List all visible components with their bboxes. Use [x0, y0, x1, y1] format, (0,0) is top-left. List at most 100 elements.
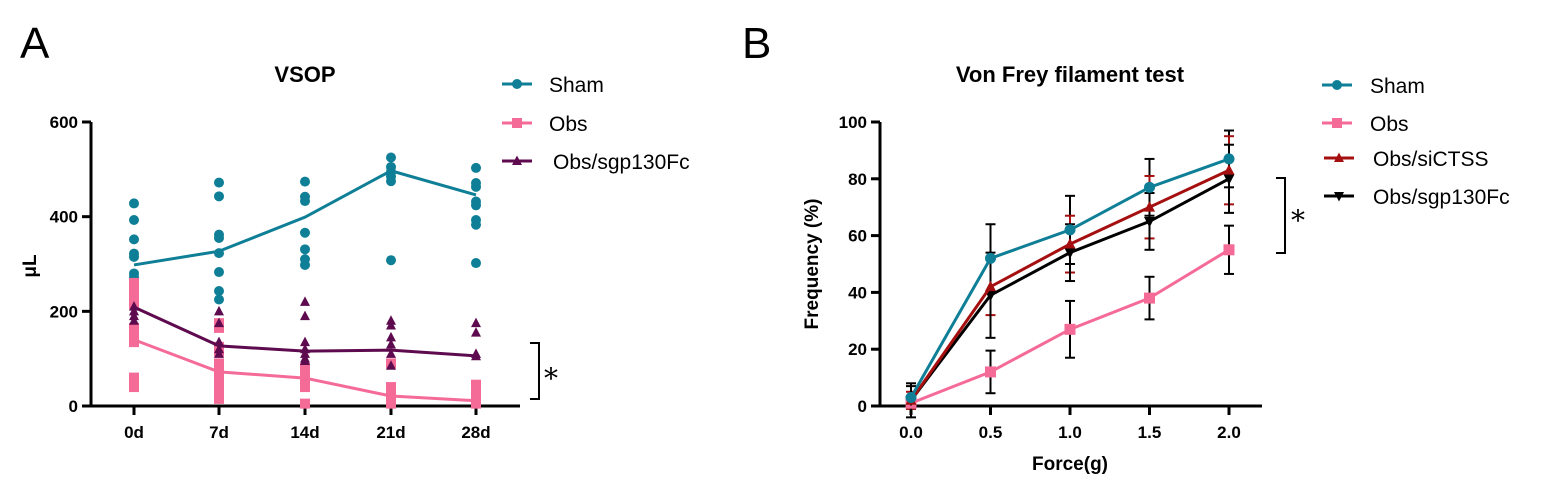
data-point [129, 372, 139, 383]
panel-b-ylabel: Frequency (%) [802, 199, 823, 330]
legend-marker [512, 79, 522, 89]
data-point [386, 176, 396, 187]
panel-a-title: VSOP [274, 62, 335, 87]
data-point [471, 181, 481, 192]
data-point [985, 280, 996, 292]
data-point [300, 296, 310, 306]
panel-b-xtick-label: 1.0 [1058, 423, 1082, 442]
data-point [129, 251, 139, 262]
data-point [214, 393, 224, 404]
legend-item-obs-sictss: Obs/siCTSS [1324, 148, 1489, 171]
data-point [129, 315, 139, 325]
legend-marker [512, 118, 522, 128]
data-point [471, 327, 481, 337]
data-point [471, 398, 481, 409]
panel-a-xtick-label: 14d [290, 423, 319, 442]
data-point [300, 244, 310, 255]
data-point [300, 196, 310, 207]
legend-marker [1334, 152, 1344, 162]
data-point [386, 338, 396, 349]
data-point [1223, 153, 1235, 165]
data-point [129, 292, 139, 303]
panel-a-ylabel: μL [20, 254, 41, 278]
panel-a-plot: 0 200 400 600 0d 7d 14d 21d 28d * [50, 113, 558, 442]
data-point [214, 374, 224, 385]
data-point [386, 360, 396, 370]
panel-a-ytick-label: 200 [50, 302, 78, 321]
data-point [129, 285, 139, 296]
mean-line-sham [133, 169, 477, 267]
panel-a-letter: A [20, 19, 50, 68]
legend-label: Sham [549, 74, 604, 97]
data-point [214, 382, 224, 393]
data-point [1064, 224, 1076, 236]
data-point [214, 322, 224, 333]
data-point [214, 232, 224, 243]
panel-a-significance-bracket [530, 342, 540, 400]
panel-b-xtick-label: 1.5 [1138, 423, 1162, 442]
panel-a-ytick-label: 600 [50, 113, 78, 132]
panel-a-legend: Sham Obs Obs/sgp130Fc [502, 74, 690, 174]
data-point [471, 219, 481, 230]
data-point [1223, 164, 1235, 175]
data-point [214, 294, 224, 305]
panel-b-ytick-label: 60 [848, 227, 867, 246]
legend-item-obs-sgp130fc: Obs/sgp130Fc [1324, 186, 1510, 209]
panel-b-ytick-label: 100 [839, 113, 867, 132]
panel-b-ytick-label: 80 [848, 170, 867, 189]
legend-item-obs: Obs [502, 113, 588, 136]
panel-b-ytick-label: 0 [858, 397, 867, 416]
panel-a-xtick-label: 21d [376, 423, 405, 442]
panel-b-ytick-label: 20 [848, 340, 867, 359]
legend-label: Obs [1370, 113, 1409, 136]
data-point [300, 310, 310, 321]
legend-label: Obs [549, 113, 588, 136]
data-point [471, 317, 481, 328]
data-point [1223, 174, 1235, 185]
legend-marker [1334, 192, 1344, 202]
data-point [214, 191, 224, 202]
data-point [471, 258, 481, 269]
data-point [386, 152, 396, 163]
data-point [386, 320, 396, 330]
panel-b-xlabel: Force(g) [1032, 454, 1108, 475]
series-sham [905, 153, 1235, 403]
mean-line-obs-sgp130fc [133, 305, 477, 358]
legend-label: Sham [1370, 75, 1425, 98]
data-point [214, 285, 224, 296]
legend-marker [1332, 80, 1342, 90]
data-point [214, 267, 224, 278]
data-point [1223, 244, 1235, 256]
data-point [1144, 181, 1155, 193]
data-point [386, 255, 396, 266]
data-point [129, 277, 139, 288]
mean-line-obs [133, 338, 477, 403]
legend-label: Obs/sgp130Fc [1373, 186, 1510, 209]
panel-b-title: Von Frey filament test [956, 62, 1185, 87]
data-point [985, 252, 996, 264]
data-point [214, 348, 224, 358]
legend-item-obs: Obs [1322, 113, 1409, 136]
data-point [386, 331, 396, 342]
data-point [214, 317, 224, 328]
data-point [300, 398, 310, 409]
data-point [1144, 292, 1155, 304]
data-point [1064, 238, 1076, 249]
data-point [1064, 323, 1076, 335]
data-point [129, 337, 139, 348]
panel-a-ytick-label: 400 [50, 208, 78, 227]
panel-b-legend: Sham Obs Obs/siCTSS Obs/sgp130Fc [1322, 75, 1510, 209]
data-point [129, 234, 139, 245]
data-point [1144, 201, 1155, 212]
data-point [214, 358, 224, 369]
errorbars-obs-sgp130fc [906, 143, 1234, 419]
data-point [905, 391, 917, 403]
data-point [386, 348, 396, 358]
data-point [1064, 248, 1076, 259]
data-point [471, 200, 481, 211]
panel-b-letter: B [742, 19, 771, 68]
data-point [985, 290, 996, 302]
data-point [1144, 217, 1155, 228]
panel-a-significance-star: * [544, 362, 558, 395]
